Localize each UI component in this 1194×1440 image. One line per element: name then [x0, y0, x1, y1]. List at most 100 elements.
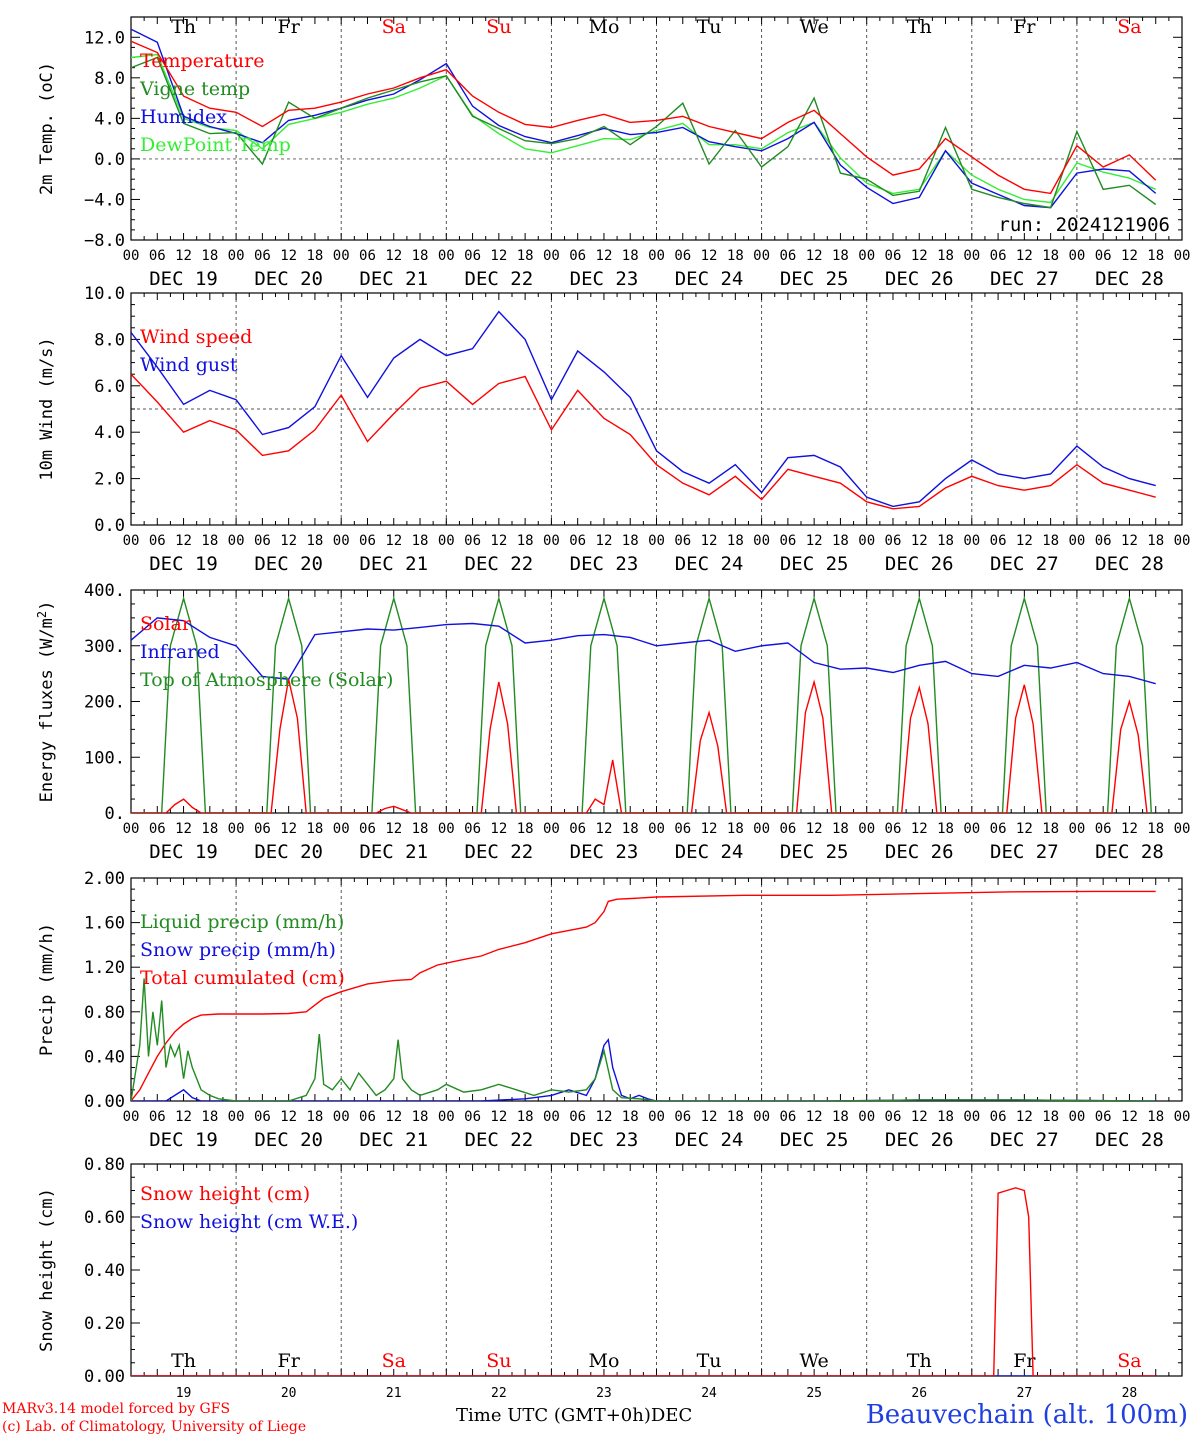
- y-tick-label: 400.: [84, 581, 125, 601]
- day-number: 22: [491, 1386, 507, 1401]
- hour-label: 18: [622, 533, 639, 549]
- y-tick-label: 100.: [84, 748, 125, 768]
- hour-label: 06: [779, 248, 796, 264]
- hour-label: 06: [990, 821, 1007, 837]
- hour-label: 06: [149, 248, 166, 264]
- hour-label: 00: [543, 1109, 560, 1125]
- hour-label: 18: [622, 248, 639, 264]
- hour-label: 00: [1174, 1109, 1191, 1125]
- series-line-wind-speed: [131, 373, 1156, 510]
- hour-label: 00: [858, 533, 875, 549]
- hour-label: 00: [753, 248, 770, 264]
- y-tick-label: 8.0: [94, 330, 125, 350]
- hour-label: 00: [123, 821, 140, 837]
- y-tick-label: 1.20: [84, 958, 125, 978]
- hour-label: 12: [806, 533, 823, 549]
- hour-label: 06: [359, 1109, 376, 1125]
- hour-label: 00: [333, 248, 350, 264]
- date-label: DEC 26: [885, 841, 954, 863]
- hour-label: 06: [569, 248, 586, 264]
- hour-label: 06: [464, 248, 481, 264]
- x-axis-title: Time UTC (GMT+0h)DEC: [456, 1405, 692, 1426]
- hour-label: 06: [1095, 821, 1112, 837]
- legend-entry: Infrared: [140, 641, 220, 663]
- date-label: DEC 26: [885, 268, 954, 290]
- hour-label: 06: [674, 1109, 691, 1125]
- legend-entry: Temperature: [140, 50, 264, 72]
- y-axis-label: Precip (mm/h): [37, 923, 57, 1056]
- hour-label: 06: [674, 533, 691, 549]
- hour-label: 18: [412, 1109, 429, 1125]
- day-label: Fr: [278, 16, 301, 38]
- hour-label: 00: [1174, 533, 1191, 549]
- series-line-humidex: [131, 28, 1157, 209]
- date-label: DEC 24: [675, 268, 744, 290]
- panel-4: 0.00 0.40 0.80 1.20 1.60 2.00 Precip (mm/h) 00 0…: [37, 869, 1190, 1151]
- hour-label: 18: [412, 533, 429, 549]
- hour-label: 06: [359, 533, 376, 549]
- hour-label: 18: [832, 1109, 849, 1125]
- hour-label: 00: [228, 1109, 245, 1125]
- hour-label: 00: [753, 821, 770, 837]
- date-label: DEC 23: [570, 841, 639, 863]
- hour-label: 00: [228, 821, 245, 837]
- hour-label: 18: [1147, 533, 1164, 549]
- date-label: DEC 21: [359, 553, 428, 575]
- hour-label: 00: [543, 248, 560, 264]
- hour-label: 18: [937, 533, 954, 549]
- hour-label: 18: [622, 1109, 639, 1125]
- series-line-infrared: [131, 617, 1156, 685]
- hour-label: 12: [1121, 248, 1138, 264]
- hour-label: 00: [438, 1109, 455, 1125]
- date-label: DEC 24: [675, 553, 744, 575]
- day-number: 20: [281, 1386, 297, 1401]
- panel-5: 0.00 0.20 0.40 0.60 0.80 Snow height (cm) Th Fr…: [37, 1155, 1183, 1401]
- hour-label: 06: [990, 1109, 1007, 1125]
- series-line-top-of-atmosphere-solar-: [131, 595, 1152, 813]
- hour-label: 18: [201, 1109, 218, 1125]
- date-label: DEC 20: [254, 1129, 323, 1151]
- y-tick-label: 0.: [105, 804, 125, 824]
- y-tick-label: 200.: [84, 693, 125, 713]
- hour-label: 00: [858, 1109, 875, 1125]
- hour-label: 06: [779, 533, 796, 549]
- day-number: 25: [806, 1386, 822, 1401]
- day-label: Su: [486, 16, 511, 38]
- y-tick-label: 6.0: [94, 377, 125, 397]
- hour-label: 06: [569, 533, 586, 549]
- y-tick-label: 12.0: [84, 28, 125, 48]
- hour-label: 00: [963, 248, 980, 264]
- hour-label: 12: [701, 821, 718, 837]
- day-label: We: [800, 16, 829, 38]
- date-label: DEC 21: [359, 1129, 428, 1151]
- legend-entry: Solar: [140, 613, 192, 635]
- hour-label: 06: [885, 821, 902, 837]
- legend-entry: Snow height (cm): [140, 1183, 310, 1205]
- series-line-dewpoint-temp: [131, 53, 1156, 204]
- hour-label: 18: [1042, 1109, 1059, 1125]
- date-label: DEC 20: [254, 553, 323, 575]
- hour-label: 18: [306, 533, 323, 549]
- hour-label: 06: [674, 248, 691, 264]
- hour-label: 12: [490, 821, 507, 837]
- hour-label: 06: [149, 533, 166, 549]
- hour-label: 06: [149, 1109, 166, 1125]
- hour-label: 12: [490, 248, 507, 264]
- hour-label: 12: [280, 1109, 297, 1125]
- hour-label: 06: [254, 821, 271, 837]
- date-label: DEC 22: [465, 268, 534, 290]
- date-label: DEC 26: [885, 553, 954, 575]
- hour-label: 12: [385, 821, 402, 837]
- hour-label: 18: [727, 533, 744, 549]
- date-label: DEC 23: [570, 1129, 639, 1151]
- date-label: DEC 27: [990, 1129, 1059, 1151]
- date-label: DEC 21: [359, 268, 428, 290]
- hour-label: 12: [911, 821, 928, 837]
- hour-label: 12: [490, 533, 507, 549]
- hour-label: 18: [1147, 248, 1164, 264]
- hour-label: 06: [254, 533, 271, 549]
- y-tick-label: 0.40: [84, 1261, 125, 1281]
- hour-label: 12: [175, 248, 192, 264]
- hour-label: 12: [385, 248, 402, 264]
